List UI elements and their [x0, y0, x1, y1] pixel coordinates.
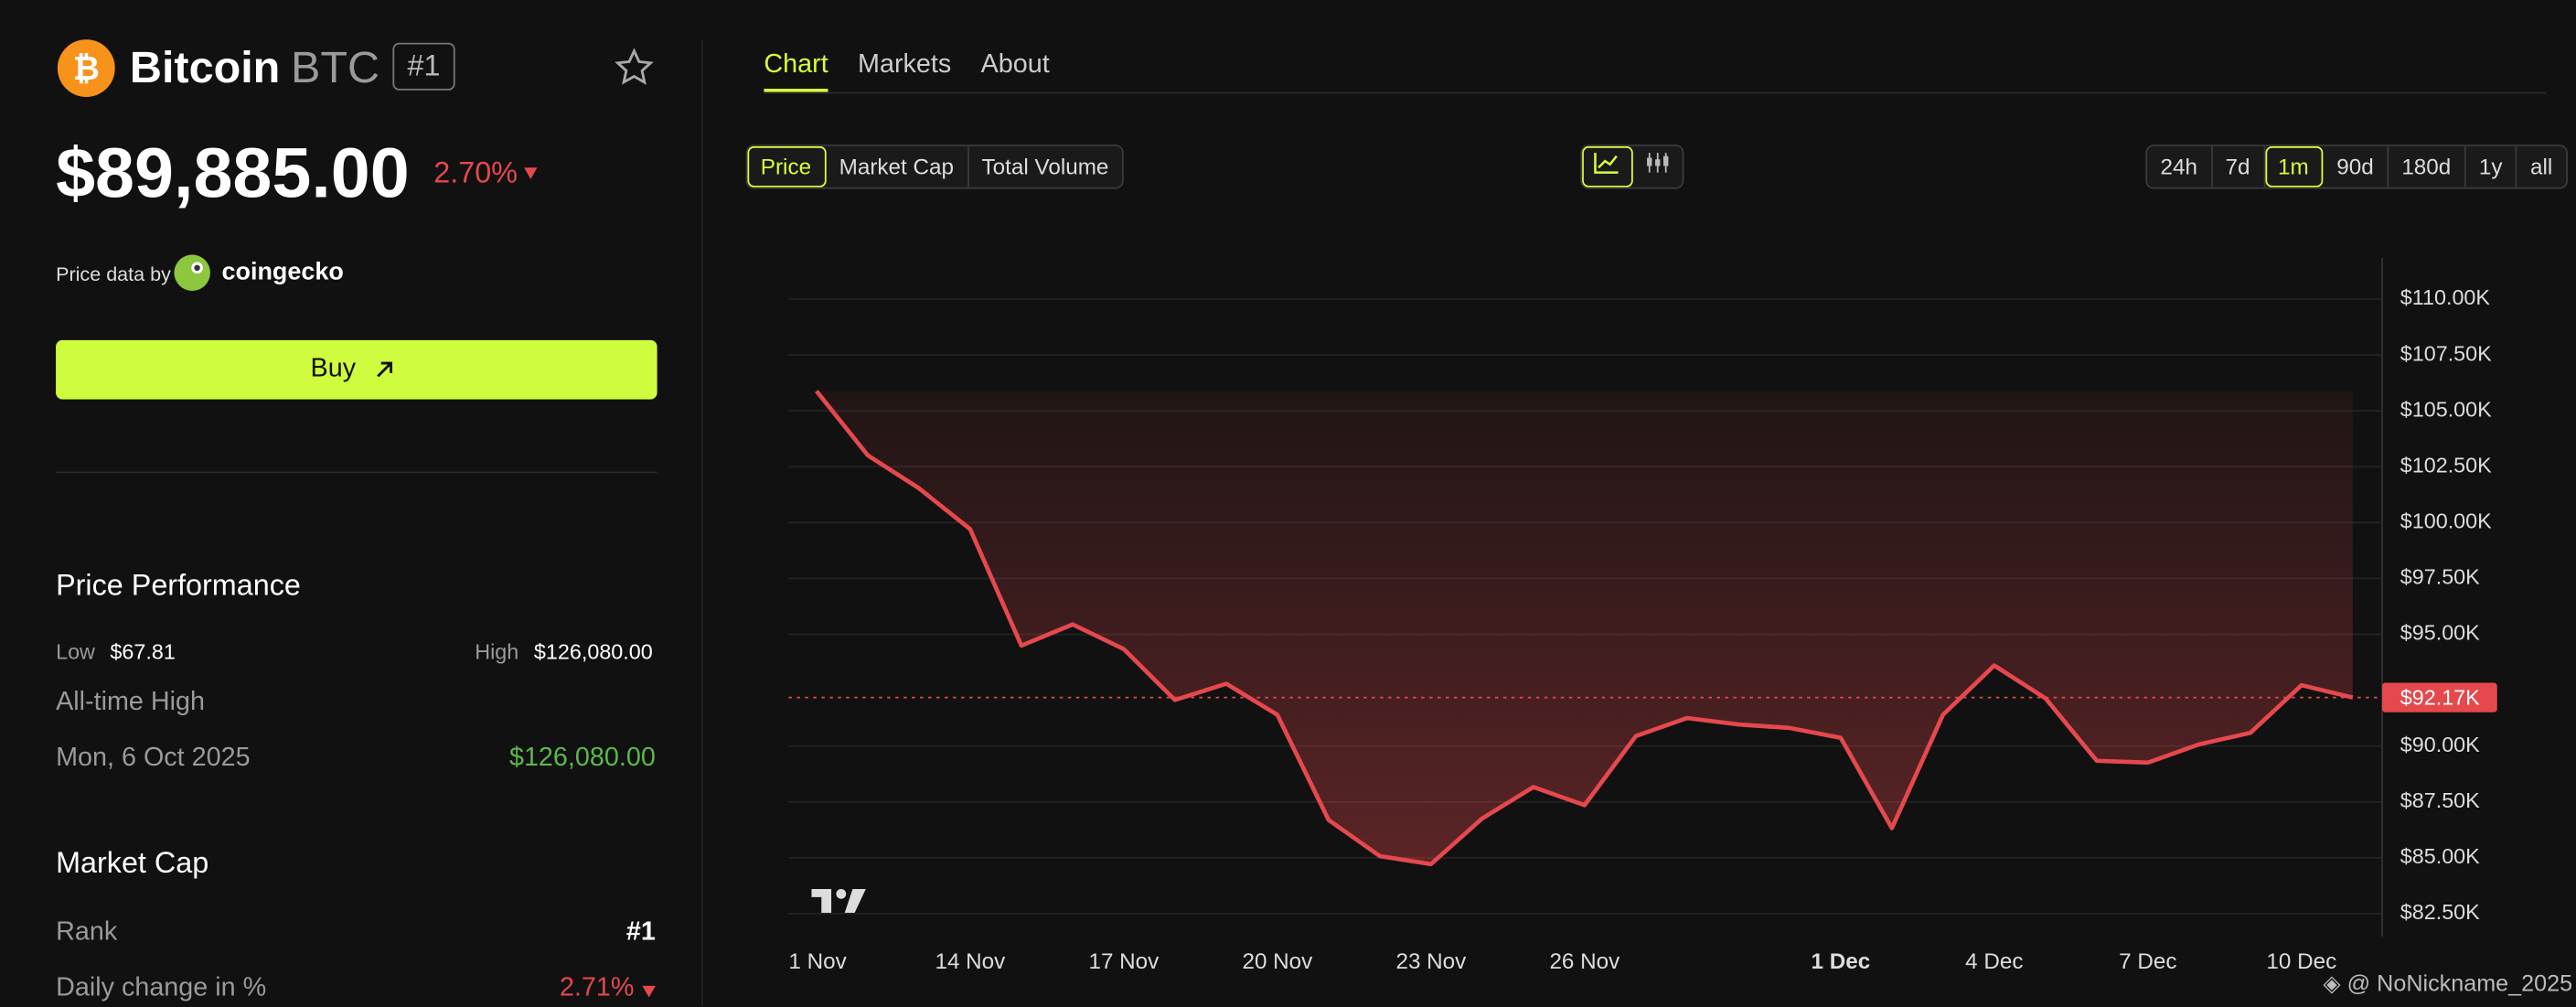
- low-label: Low: [56, 638, 95, 664]
- tab[interactable]: Chart: [764, 51, 828, 92]
- tradingview-logo: [811, 888, 866, 914]
- rank-value: #1: [625, 918, 656, 947]
- y-tick-label: $87.50K: [2400, 788, 2480, 812]
- y-tick-label: $102.50K: [2400, 453, 2492, 477]
- x-tick-label: 17 Nov: [1088, 949, 1160, 974]
- buy-arrow: [377, 361, 393, 378]
- coin-name: Bitcoin: [129, 42, 281, 92]
- svg-text:₿: ₿: [73, 50, 100, 88]
- x-tick-label: 14 Nov: [935, 949, 1006, 974]
- panel-divider: [701, 39, 703, 1006]
- metric-button[interactable]: Price: [747, 145, 827, 187]
- buy-button[interactable]: Buy: [56, 339, 657, 400]
- coingecko-logo: [174, 254, 210, 291]
- range-button[interactable]: 24h: [2147, 145, 2213, 187]
- y-tick-label: $105.00K: [2400, 397, 2492, 421]
- candle-style-button[interactable]: [1633, 146, 1683, 187]
- y-tick-label: $97.50K: [2400, 565, 2480, 589]
- divider: [56, 471, 657, 474]
- tab[interactable]: Markets: [858, 50, 952, 80]
- price-source: coingecko: [221, 258, 344, 286]
- watermark: ◈ @ NoNickname_2025: [2323, 969, 2573, 996]
- current-price-tag: [2382, 682, 2497, 712]
- x-tick-label: 7 Dec: [2119, 949, 2176, 974]
- metric-button[interactable]: Total Volume: [981, 154, 1109, 179]
- x-tick-label: 1 Nov: [788, 949, 847, 974]
- line-style-button[interactable]: [1582, 145, 1633, 187]
- x-tick-label: 10 Dec: [2266, 949, 2336, 974]
- daily-change-label: Daily change in %: [56, 974, 267, 1002]
- price: $89,885.00: [56, 134, 410, 214]
- line-icon: [1594, 153, 1619, 174]
- daily-change: 2.71%: [559, 974, 635, 1002]
- watermark-text: @ NoNickname_2025: [2346, 969, 2573, 996]
- range-button[interactable]: all: [2530, 154, 2553, 179]
- x-tick-label: 4 Dec: [1965, 949, 2023, 974]
- range-button[interactable]: 7d: [2212, 145, 2265, 187]
- y-tick-label: $107.50K: [2400, 341, 2492, 365]
- range-button[interactable]: 180d: [2389, 145, 2466, 187]
- rank-badge: #1: [392, 42, 455, 91]
- down-arrow: [642, 985, 656, 998]
- tab-underline: [764, 91, 2547, 94]
- chart-style-buttons: [1580, 145, 1684, 189]
- ath-date: Mon, 6 Oct 2025: [56, 744, 251, 773]
- rank-label: Rank: [56, 918, 118, 947]
- ath-label: All-time High: [56, 688, 206, 717]
- x-tick-label: 20 Nov: [1242, 949, 1313, 974]
- y-tick-label: $95.00K: [2400, 621, 2480, 645]
- ath-value: $126,080.00: [508, 744, 656, 773]
- buy-label: Buy: [310, 355, 357, 383]
- range-button[interactable]: 1y: [2465, 145, 2517, 187]
- y-tick-label: $85.00K: [2400, 844, 2480, 868]
- y-tick-label: $90.00K: [2400, 733, 2480, 756]
- price-line: [815, 390, 2354, 867]
- section-title: Market Cap: [56, 846, 209, 880]
- y-tick-label: $110.00K: [2400, 285, 2491, 309]
- down-arrow: [524, 167, 538, 179]
- tab[interactable]: About: [980, 50, 1050, 80]
- coin-symbol: BTC: [290, 42, 380, 92]
- area-fill: [816, 391, 2353, 864]
- favorite-star[interactable]: [615, 48, 654, 87]
- metric-buttons: Price Market Cap Total Volume: [745, 145, 1124, 189]
- y-tick-label: $82.50K: [2400, 900, 2480, 924]
- range-button[interactable]: 1m: [2265, 145, 2324, 187]
- x-tick-label: 23 Nov: [1395, 949, 1467, 974]
- x-tick-label: 26 Nov: [1549, 949, 1620, 974]
- price-source-label: Price data by: [56, 262, 171, 286]
- btc-icon: ₿: [57, 39, 115, 97]
- high-label: High: [475, 638, 519, 664]
- range-buttons: 24h 7d 1m 90d 180d 1y all: [2145, 145, 2568, 189]
- range-button[interactable]: 90d: [2324, 145, 2389, 187]
- y-tick-label: $100.00K: [2400, 509, 2492, 532]
- metric-button[interactable]: Market Cap: [826, 145, 969, 187]
- x-tick-label: 1 Dec: [1812, 949, 1871, 974]
- price-change: 2.70%: [433, 155, 518, 189]
- tabs: Chart Markets About: [764, 50, 1050, 92]
- high-value: $126,080.00: [533, 638, 653, 664]
- candle-icon: [1647, 153, 1669, 173]
- low-value: $67.81: [110, 638, 176, 664]
- section-title: Price Performance: [56, 568, 301, 602]
- current-price-label: $92.17K: [2400, 686, 2480, 710]
